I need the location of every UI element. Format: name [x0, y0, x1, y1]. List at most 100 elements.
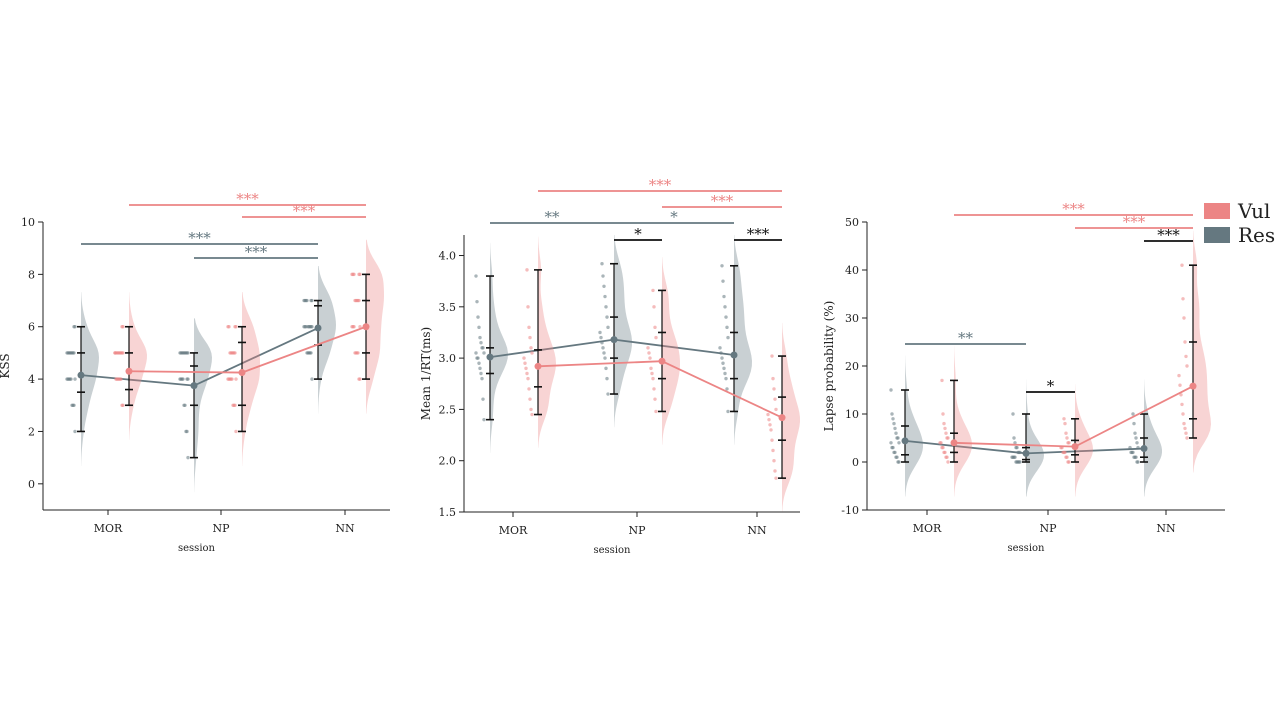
data-point: [477, 361, 481, 365]
significance-label: ***: [747, 225, 770, 243]
data-point: [353, 298, 357, 303]
y-tick-label: 0: [28, 478, 35, 491]
data-point: [774, 407, 778, 412]
violin: [81, 292, 99, 467]
data-point: [185, 351, 189, 355]
data-point: [1133, 431, 1137, 435]
y-tick-label: 0: [852, 456, 859, 469]
violin: [194, 318, 212, 493]
data-point: [722, 366, 726, 371]
series-res: [474, 235, 752, 453]
data-point: [606, 325, 610, 330]
series-vul: [113, 239, 384, 467]
data-point: [306, 325, 310, 329]
x-tick-label: NN: [747, 524, 767, 537]
significance-label: ***: [245, 243, 268, 261]
data-point: [773, 469, 777, 473]
data-point: [528, 397, 532, 401]
data-point: [938, 441, 942, 445]
data-point: [481, 397, 485, 401]
data-point: [1180, 263, 1184, 267]
data-point: [648, 356, 652, 360]
x-tick-label: NP: [212, 522, 230, 535]
x-tick-label: NP: [628, 524, 646, 537]
significance-bars: ******** ** ***: [490, 176, 782, 243]
data-point: [942, 450, 946, 455]
x-axis-label: session: [594, 545, 632, 556]
data-point: [770, 354, 774, 358]
data-point: [305, 351, 309, 355]
data-point: [942, 421, 946, 426]
data-point: [1134, 436, 1138, 440]
data-point: [1061, 450, 1065, 455]
data-point: [652, 305, 656, 309]
x-tick-label: NP: [1039, 522, 1057, 535]
data-point: [944, 455, 948, 459]
data-point: [302, 298, 306, 303]
y-tick-label: 8: [28, 268, 35, 281]
data-point: [896, 460, 900, 464]
data-point: [530, 351, 534, 355]
violin: [242, 292, 260, 467]
violin: [614, 235, 632, 428]
data-point: [1064, 455, 1068, 459]
data-point: [1065, 436, 1069, 440]
data-point: [302, 325, 306, 329]
significance-label: ***: [711, 192, 734, 210]
mean-marker: [486, 353, 494, 361]
data-point: [1062, 417, 1066, 421]
data-point: [528, 335, 532, 340]
series-res: [65, 265, 336, 493]
mean-marker: [314, 324, 322, 332]
data-point: [940, 445, 944, 450]
y-tick-label: -10: [841, 504, 859, 517]
data-point: [70, 403, 74, 407]
data-point: [720, 264, 724, 268]
y-tick-label: 10: [21, 216, 35, 229]
data-point: [771, 448, 775, 453]
x-tick-label: MOR: [499, 524, 528, 537]
violin: [318, 265, 336, 414]
significance-label: ***: [293, 202, 316, 220]
data-point: [178, 377, 182, 381]
significance-label: *: [634, 225, 642, 243]
y-tick-label: 3.5: [439, 301, 457, 314]
mean-marker: [658, 357, 666, 365]
violin: [782, 322, 800, 512]
mean-marker: [362, 323, 370, 331]
violin: [129, 292, 147, 440]
data-point: [889, 388, 893, 392]
series-res: [889, 355, 1162, 497]
data-point: [892, 421, 896, 426]
mean-marker: [1140, 445, 1148, 453]
data-point: [1012, 436, 1016, 440]
data-point: [234, 429, 238, 434]
data-point: [769, 428, 773, 432]
data-point: [357, 272, 361, 277]
data-point: [894, 455, 898, 459]
data-point: [1132, 455, 1136, 459]
data-point: [178, 351, 182, 355]
data-point: [226, 377, 230, 381]
data-point: [525, 268, 529, 272]
data-point: [357, 377, 361, 381]
data-point: [767, 417, 771, 422]
data-point: [526, 305, 530, 309]
data-point: [350, 272, 354, 277]
data-point: [605, 376, 609, 381]
data-point: [654, 409, 658, 414]
data-point: [940, 378, 944, 383]
data-point: [482, 351, 486, 355]
data-point: [1010, 455, 1014, 459]
data-point: [529, 407, 533, 412]
mean-marker: [901, 437, 909, 445]
data-point: [894, 431, 898, 435]
x-tick-label: MOR: [94, 522, 123, 535]
data-point: [726, 335, 730, 340]
data-point: [890, 412, 894, 416]
data-point: [1014, 460, 1018, 464]
data-point: [1184, 431, 1188, 435]
panel-kss: 0 2 4 6 8 10 KSS MOR NP NN session *** *** *** ***: [0, 190, 390, 554]
data-point: [944, 431, 948, 435]
mean-marker: [778, 414, 786, 422]
